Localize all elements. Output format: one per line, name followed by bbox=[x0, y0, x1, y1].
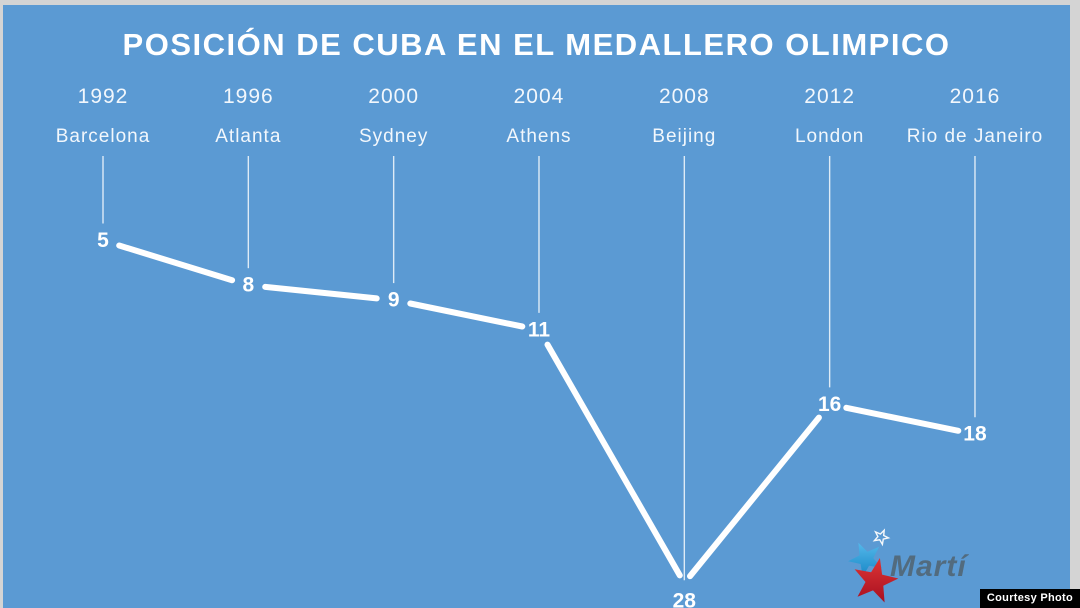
line-segment-2012-2016 bbox=[843, 404, 962, 434]
year-label-2016: 2016 bbox=[949, 85, 1001, 108]
marti-red-star-icon bbox=[854, 558, 899, 603]
city-label-barcelona: Barcelona bbox=[55, 126, 151, 147]
data-label-8: 8 bbox=[242, 274, 254, 297]
line-segment-1992-1996 bbox=[116, 242, 236, 284]
line-segment-2004-2008 bbox=[544, 341, 683, 579]
line-segment-2000-2004 bbox=[407, 300, 526, 330]
year-label-2008: 2008 bbox=[658, 85, 710, 108]
year-label-2012: 2012 bbox=[804, 85, 855, 108]
chart-title: POSICIÓN DE CUBA EN EL MEDALLERO OLIMPIC… bbox=[122, 27, 951, 62]
marti-brand-text: Martí bbox=[890, 550, 969, 583]
line-segment-2008-2012 bbox=[687, 414, 822, 580]
year-label-2004: 2004 bbox=[513, 85, 565, 108]
data-label-18: 18 bbox=[963, 423, 987, 446]
city-label-beijing: Beijing bbox=[652, 126, 717, 147]
city-label-athens: Athens bbox=[506, 126, 572, 147]
courtesy-photo-badge: Courtesy Photo bbox=[979, 589, 1080, 608]
city-label-atlanta: Atlanta bbox=[215, 126, 282, 147]
year-label-1996: 1996 bbox=[222, 85, 274, 108]
city-label-sydney: Sydney bbox=[358, 126, 429, 147]
city-label-rio-de-janeiro: Rio de Janeiro bbox=[906, 126, 1044, 147]
data-label-11: 11 bbox=[528, 318, 551, 341]
city-label-london: London bbox=[794, 126, 865, 147]
data-label-16: 16 bbox=[818, 393, 841, 416]
data-label-28: 28 bbox=[673, 590, 697, 608]
line-segment-1996-2000 bbox=[262, 283, 380, 302]
year-label-1992: 1992 bbox=[77, 85, 129, 108]
year-label-2000: 2000 bbox=[368, 85, 420, 108]
slide-background bbox=[3, 5, 1070, 608]
marti-outline-star-icon bbox=[872, 528, 891, 547]
data-label-5: 5 bbox=[97, 229, 109, 252]
marti-blue-star-icon bbox=[848, 542, 882, 577]
data-label-9: 9 bbox=[388, 289, 400, 312]
